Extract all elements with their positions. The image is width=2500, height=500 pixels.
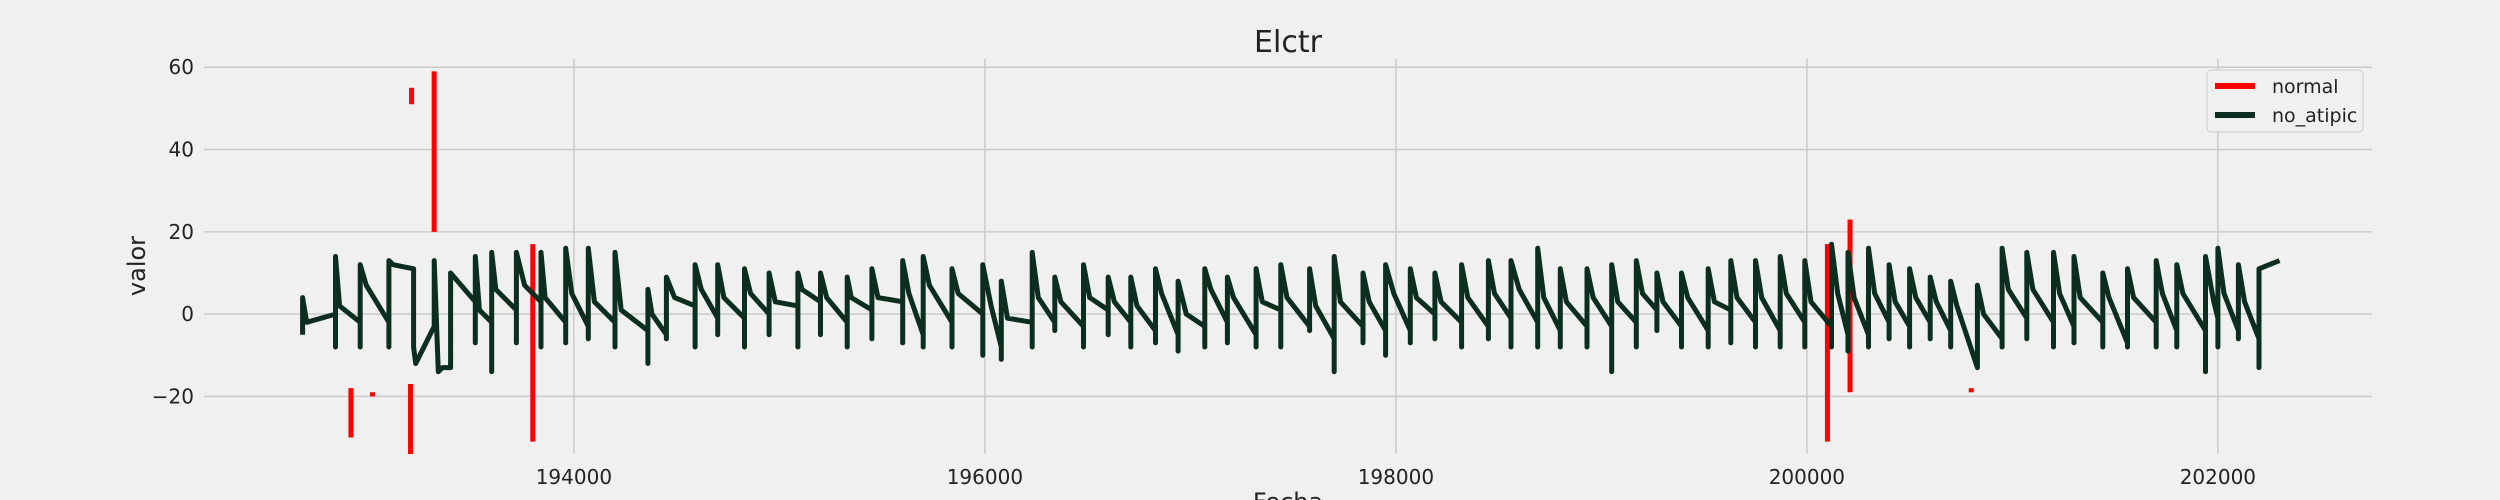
x-tick-label: 196000 (947, 465, 1023, 489)
series-no-atipic (300, 241, 2281, 375)
x-tick-label: 200000 (1769, 465, 1845, 489)
legend: normal no_atipic (2206, 69, 2364, 133)
plot-area (204, 59, 2372, 454)
y-tick-label: 60 (169, 55, 194, 79)
y-tick-label: 20 (169, 220, 194, 244)
x-axis-label: Fecha (1253, 488, 1323, 500)
y-axis-label: valor (123, 236, 151, 296)
legend-label-normal: normal (2272, 76, 2339, 98)
chart-title: Elctr (1254, 25, 1323, 60)
x-tick-label: 194000 (536, 465, 612, 489)
legend-label-no-atipic: no_atipic (2272, 105, 2357, 127)
x-tick-labels: 194000 196000 198000 200000 202000 (536, 465, 2256, 489)
x-tick-label: 202000 (2180, 465, 2256, 489)
x-tick-label: 198000 (1358, 465, 1434, 489)
y-tick-label: 40 (169, 138, 194, 162)
y-tick-label: 0 (181, 302, 194, 326)
no-atipic-line (300, 241, 2281, 375)
y-tick-labels: −20 0 20 40 60 (152, 55, 194, 408)
y-tick-label: −20 (152, 384, 194, 408)
